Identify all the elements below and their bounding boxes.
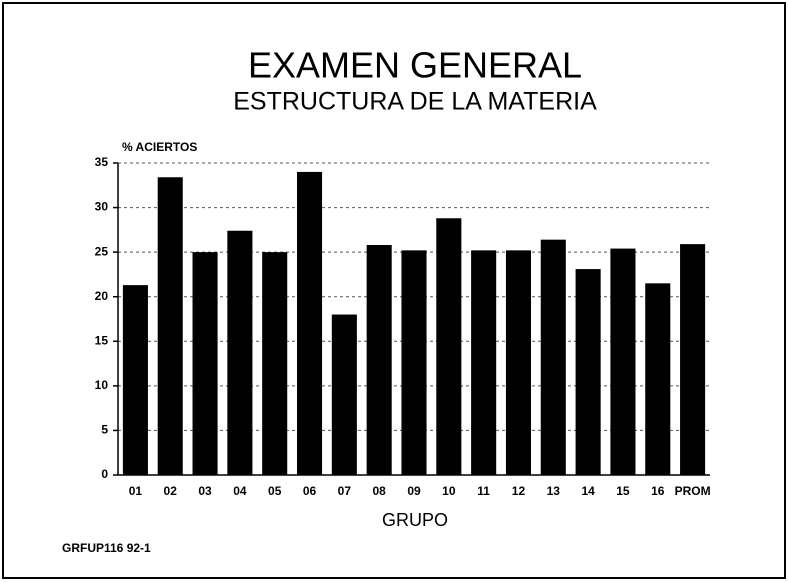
chart-title: EXAMEN GENERAL <box>248 45 582 86</box>
x-tick-label: PROM <box>675 484 711 498</box>
y-tick-label: 10 <box>95 378 109 392</box>
bar <box>192 252 218 475</box>
x-tick-label: 12 <box>512 484 526 498</box>
x-tick-label: 06 <box>303 484 317 498</box>
x-tick-label: 07 <box>338 484 352 498</box>
bar <box>122 285 148 475</box>
x-tick-label: 09 <box>407 484 421 498</box>
bar <box>471 250 497 475</box>
bar <box>610 248 636 475</box>
y-tick-label: 30 <box>95 200 109 214</box>
bar <box>436 218 462 476</box>
x-tick-label: 14 <box>581 484 595 498</box>
y-tick-label: 20 <box>95 289 109 303</box>
y-axis-label: % ACIERTOS <box>122 140 197 154</box>
bar <box>331 314 357 475</box>
bar <box>645 283 671 475</box>
x-tick-label: 10 <box>442 484 456 498</box>
x-tick-label: 05 <box>268 484 282 498</box>
bar <box>401 250 427 475</box>
x-tick-label: 16 <box>651 484 665 498</box>
y-tick-label: 5 <box>101 423 108 437</box>
y-tick-label: 25 <box>95 244 109 258</box>
bar <box>680 244 706 475</box>
x-tick-label: 15 <box>616 484 630 498</box>
y-tick-label: 35 <box>95 155 109 169</box>
bar <box>157 177 183 475</box>
y-tick-label: 15 <box>95 333 109 347</box>
x-tick-label: 11 <box>477 484 490 498</box>
bar <box>366 245 392 475</box>
footnote: GRFUP116 92-1 <box>62 541 151 555</box>
x-tick-label: 08 <box>372 484 386 498</box>
bar <box>505 250 532 475</box>
x-tick-label: 02 <box>164 484 178 498</box>
bar <box>227 230 253 475</box>
bar <box>575 269 601 475</box>
x-tick-label: 04 <box>233 484 247 498</box>
chart-subtitle: ESTRUCTURA DE LA MATERIA <box>233 88 597 116</box>
bar <box>296 171 323 475</box>
x-tick-label: 01 <box>129 484 143 498</box>
bar <box>262 252 288 475</box>
x-axis-label: GRUPO <box>382 510 448 530</box>
bar <box>540 239 566 475</box>
y-tick-label: 0 <box>101 467 108 481</box>
x-tick-label: 13 <box>547 484 561 498</box>
x-tick-label: 03 <box>198 484 212 498</box>
